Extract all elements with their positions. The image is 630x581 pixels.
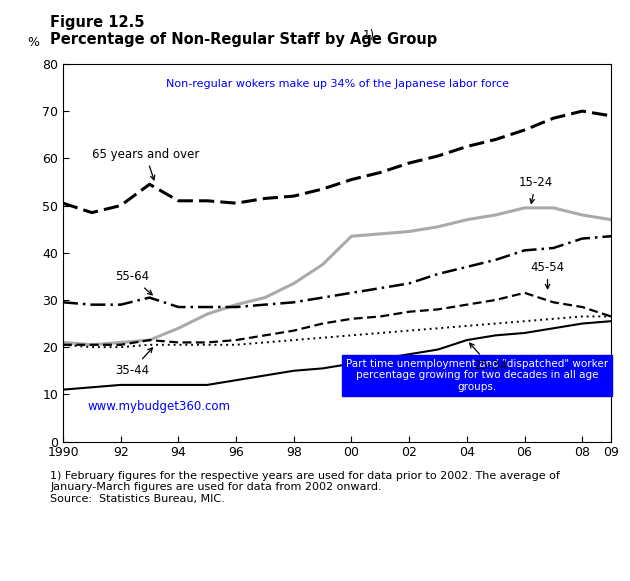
Text: www.mybudget360.com: www.mybudget360.com — [88, 400, 231, 413]
Text: Percentage of Non-Regular Staff by Age Group: Percentage of Non-Regular Staff by Age G… — [50, 32, 443, 47]
Text: 55-64: 55-64 — [115, 270, 152, 295]
Text: 15-24: 15-24 — [518, 176, 553, 203]
Text: 35-44: 35-44 — [115, 348, 152, 376]
Text: 65 years and over: 65 years and over — [92, 148, 199, 180]
Text: Figure 12.5: Figure 12.5 — [50, 15, 145, 30]
Text: Part time unemployment and "dispatched" worker
percentage growing for two decade: Part time unemployment and "dispatched" … — [346, 359, 608, 392]
Text: 25-34: 25-34 — [469, 343, 507, 372]
Text: 1): 1) — [362, 29, 374, 42]
Text: 45-54: 45-54 — [530, 261, 564, 289]
Text: 1) February figures for the respective years are used for data prior to 2002. Th: 1) February figures for the respective y… — [50, 471, 560, 504]
Text: %: % — [27, 36, 39, 49]
Text: Non-regular wokers make up 34% of the Japanese labor force: Non-regular wokers make up 34% of the Ja… — [166, 79, 508, 89]
